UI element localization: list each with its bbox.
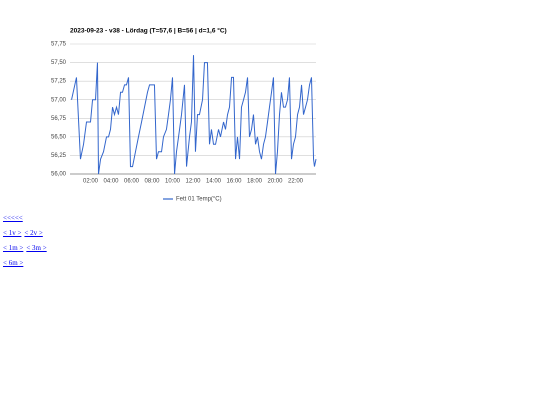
- nav-link[interactable]: < 2v >: [24, 229, 43, 237]
- chart-title: 2023-09-23 - v38 - Lördag (T=57,6 | B=56…: [70, 27, 227, 35]
- x-tick-label: 14:00: [206, 179, 222, 185]
- x-tick-label: 18:00: [247, 179, 263, 185]
- nav-link[interactable]: <<<<<: [3, 214, 23, 222]
- y-tick-label: 56,00: [51, 172, 67, 178]
- legend-label: Fett 01 Temp(°C): [176, 197, 222, 203]
- x-tick-label: 20:00: [267, 179, 283, 185]
- line-series: [71, 55, 317, 175]
- link-row: <<<<<: [3, 212, 50, 227]
- y-tick-label: 57,00: [51, 97, 67, 103]
- y-tick-label: 57,50: [51, 60, 67, 66]
- link-row: < 1v > < 2v >: [3, 227, 50, 242]
- x-tick-label: 22:00: [288, 179, 304, 185]
- x-tick-label: 02:00: [83, 179, 99, 185]
- x-tick-label: 10:00: [165, 179, 181, 185]
- nav-link[interactable]: < 1m >: [3, 244, 24, 252]
- x-tick-label: 06:00: [124, 179, 140, 185]
- x-tick-label: 16:00: [226, 179, 242, 185]
- link-row: < 6m >: [3, 257, 50, 272]
- x-tick-label: 04:00: [103, 179, 119, 185]
- link-list: <<<<< < 1v > < 2v > < 1m > < 3m > < 6m >: [3, 212, 50, 272]
- y-tick-label: 56,25: [51, 153, 67, 159]
- x-tick-label: 12:00: [185, 179, 201, 185]
- link-row: < 1m > < 3m >: [3, 242, 50, 257]
- y-tick-label: 56,75: [51, 116, 67, 122]
- y-tick-label: 57,75: [51, 42, 67, 48]
- nav-link[interactable]: < 1v >: [3, 229, 22, 237]
- x-tick-label: 08:00: [144, 179, 160, 185]
- nav-link[interactable]: < 3m >: [26, 244, 47, 252]
- chart: 2023-09-23 - v38 - Lördag (T=57,6 | B=56…: [51, 27, 317, 203]
- nav-link[interactable]: < 6m >: [3, 259, 24, 267]
- y-tick-label: 57,25: [51, 79, 67, 85]
- y-tick-label: 56,50: [51, 134, 67, 140]
